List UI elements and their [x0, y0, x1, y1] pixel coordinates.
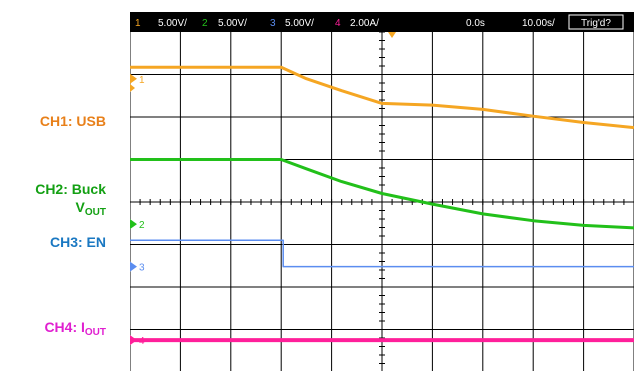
trigger-status-box	[568, 14, 624, 30]
ground-marker-arrow	[130, 73, 137, 84]
ground-markers: 1 2 3 4	[130, 73, 145, 347]
ch4-label: CH4: IOUT	[44, 318, 106, 342]
ground-marker-label: 1	[139, 75, 145, 86]
time-scale: 10.00s/	[522, 18, 555, 29]
ch3-label: CH3: EN	[50, 233, 106, 251]
ch1-number: 1	[135, 18, 141, 29]
graticule	[130, 31, 634, 371]
ch4-scale: 2.00A/	[350, 18, 379, 29]
channel-labels: CH1: USB CH2: Buck VOUT CH3: EN CH4: IOU…	[0, 0, 130, 371]
ch2-scale: 5.00V/	[218, 18, 247, 29]
time-offset: 0.0s	[466, 18, 485, 29]
trigger-position-marker	[388, 32, 396, 38]
traces	[130, 65, 634, 343]
ch2-number: 2	[202, 18, 208, 29]
ground-marker-arrow	[130, 261, 137, 272]
ch3-ground-marker: 3	[130, 261, 145, 274]
ch2-label-text: CH2: Buck	[35, 181, 106, 197]
trigger-status: Trig'd?	[581, 18, 611, 29]
ground-marker-arrow	[130, 219, 137, 230]
ch1-label-text: CH1: USB	[39, 113, 106, 129]
ch1-trace	[130, 65, 634, 130]
ch2-ground-marker: 2	[130, 219, 145, 231]
oscilloscope-screen: 1 5.00V/ 2 5.00V/ 3 5.00V/ 4 2.00A/ 0.0s…	[130, 12, 634, 371]
ch1-ground-marker: 1	[130, 73, 145, 86]
ch4-ground-marker: 4	[130, 335, 145, 347]
ch2-label-prefix: V	[75, 199, 85, 215]
trigger-level-marker	[130, 84, 135, 92]
status-bar	[130, 12, 634, 32]
header-readouts: 1 5.00V/ 2 5.00V/ 3 5.00V/ 4 2.00A/ 0.0s…	[135, 14, 624, 30]
ch3-scale: 5.00V/	[285, 18, 314, 29]
ch2-label: CH2: Buck VOUT	[35, 180, 106, 222]
ch3-trace	[130, 239, 634, 268]
ground-marker-label: 3	[139, 263, 145, 274]
ground-marker-label: 2	[139, 220, 145, 231]
ch4-label-text: CH4: I	[44, 319, 85, 335]
ground-marker-label: 4	[139, 336, 145, 347]
ch4-label-sub: OUT	[84, 327, 106, 338]
ch3-number: 3	[270, 18, 276, 29]
ch4-number: 4	[335, 18, 341, 29]
ch3-label-text: CH3: EN	[49, 234, 106, 250]
ch2-trace	[130, 158, 634, 230]
ch2-label-sub: OUT	[84, 207, 106, 218]
ch1-scale: 5.00V/	[158, 18, 187, 29]
ch1-label: CH1: USB	[40, 112, 106, 130]
ground-marker-arrow	[130, 335, 137, 346]
